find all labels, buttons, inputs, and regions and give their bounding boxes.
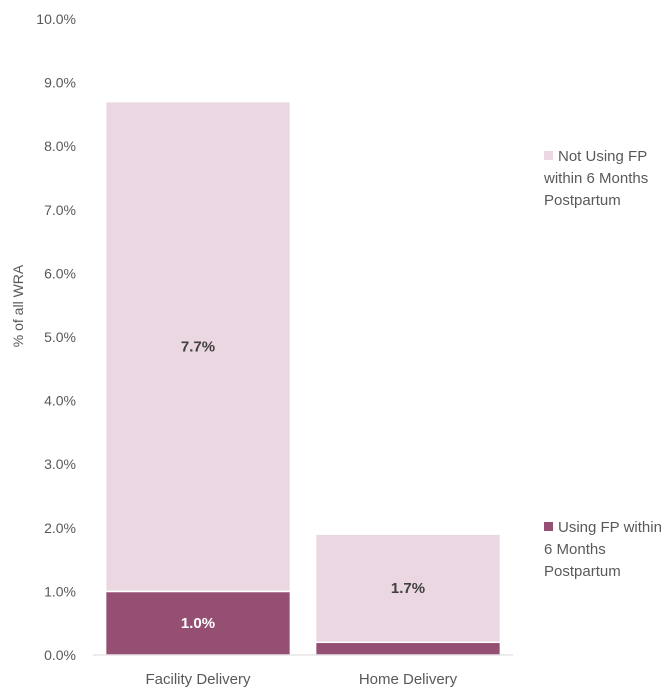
y-axis-label: % of all WRA	[10, 264, 26, 347]
y-tick-label: 1.0%	[44, 583, 76, 599]
data-label: 7.7%	[181, 339, 215, 356]
x-category-label: Home Delivery	[359, 671, 458, 688]
bar-segment	[314, 533, 502, 644]
y-axis-ticks: 0.0% 1.0% 2.0% 3.0% 4.0% 5.0% 6.0% 7.0% 8.0% 9.0%…	[36, 11, 76, 663]
data-label: 1.7%	[391, 580, 425, 597]
legend-label-using-fp: Using FP within 6 Months Postpartum	[544, 519, 662, 580]
data-label: 1.0%	[181, 615, 215, 632]
y-tick-label: 4.0%	[44, 393, 76, 409]
bar-segment	[104, 100, 292, 593]
x-category-label: Facility Delivery	[145, 671, 251, 688]
bar-segment	[314, 641, 502, 656]
legend-swatch-using-fp	[544, 522, 553, 531]
legend-item-not-using-fp: Not Using FP within 6 Months Postpartum	[544, 146, 664, 212]
y-tick-label: 8.0%	[44, 138, 76, 154]
x-axis-categories: Facility Delivery Home Delivery	[145, 671, 457, 688]
y-tick-label: 0.0%	[44, 647, 76, 663]
legend-swatch-not-using-fp	[544, 151, 553, 160]
y-tick-label: 9.0%	[44, 75, 76, 91]
bar-segment	[104, 590, 292, 656]
bars: 1.0% 7.7% 1.7%	[104, 100, 502, 656]
legend-item-using-fp: Using FP within 6 Months Postpartum	[544, 517, 664, 583]
y-tick-label: 5.0%	[44, 329, 76, 345]
legend-label-not-using-fp: Not Using FP within 6 Months Postpartum	[544, 148, 649, 209]
y-tick-label: 6.0%	[44, 265, 76, 281]
y-tick-label: 3.0%	[44, 456, 76, 472]
y-tick-label: 10.0%	[36, 11, 76, 27]
y-tick-label: 2.0%	[44, 520, 76, 536]
y-tick-label: 7.0%	[44, 202, 76, 218]
